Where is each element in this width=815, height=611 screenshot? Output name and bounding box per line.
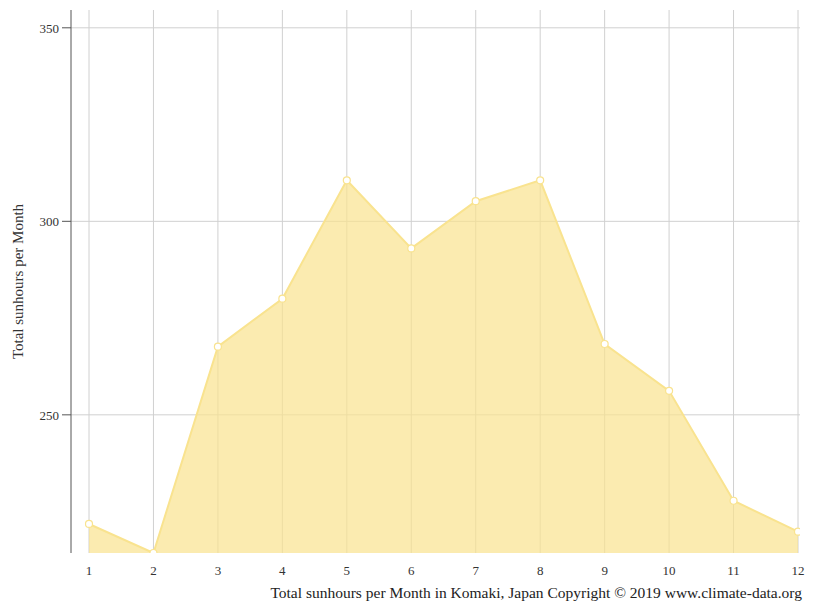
x-tick-label: 2 <box>150 563 157 578</box>
chart-svg: 250300350123456789101112Total sunhours p… <box>0 0 815 611</box>
x-tick-label: 8 <box>537 563 544 578</box>
y-grid-line <box>71 27 800 28</box>
x-grid-line <box>798 10 799 553</box>
y-tick <box>62 414 71 415</box>
y-axis-line <box>71 10 72 553</box>
point <box>150 550 157 554</box>
x-tick-label: 7 <box>472 563 479 578</box>
x-tick-label: 1 <box>86 563 93 578</box>
y-tick <box>62 27 71 28</box>
x-grid-line <box>153 10 154 553</box>
x-tick-label: 11 <box>727 563 740 578</box>
y-tick-label: 300 <box>40 214 60 229</box>
x-tick-label: 12 <box>792 563 805 578</box>
x-tick-label: 10 <box>663 563 676 578</box>
point <box>343 177 350 184</box>
y-axis-label: Total sunhours per Month <box>10 203 26 359</box>
area-fill <box>89 180 798 553</box>
point <box>408 245 415 252</box>
plot-area <box>86 177 801 553</box>
point <box>86 520 93 527</box>
y-tick-label: 250 <box>40 408 60 423</box>
x-tick-label: 6 <box>408 563 415 578</box>
y-grid-line <box>71 221 800 222</box>
point <box>666 387 673 394</box>
point <box>730 497 737 504</box>
point <box>601 341 608 348</box>
point <box>279 295 286 302</box>
x-grid-line <box>733 10 734 553</box>
y-tick <box>62 221 71 222</box>
x-tick-label: 9 <box>601 563 608 578</box>
x-tick-label: 5 <box>344 563 351 578</box>
chart-container: 250300350123456789101112Total sunhours p… <box>0 0 815 611</box>
chart-title: Total sunhours per Month in Komaki, Japa… <box>270 584 802 601</box>
point <box>795 528 801 535</box>
x-tick-label: 3 <box>215 563 222 578</box>
point <box>472 198 479 205</box>
point <box>214 343 221 350</box>
x-grid-line <box>89 10 90 553</box>
x-tick-label: 4 <box>279 563 286 578</box>
point <box>537 177 544 184</box>
y-tick-label: 350 <box>40 21 60 36</box>
line <box>89 180 798 553</box>
